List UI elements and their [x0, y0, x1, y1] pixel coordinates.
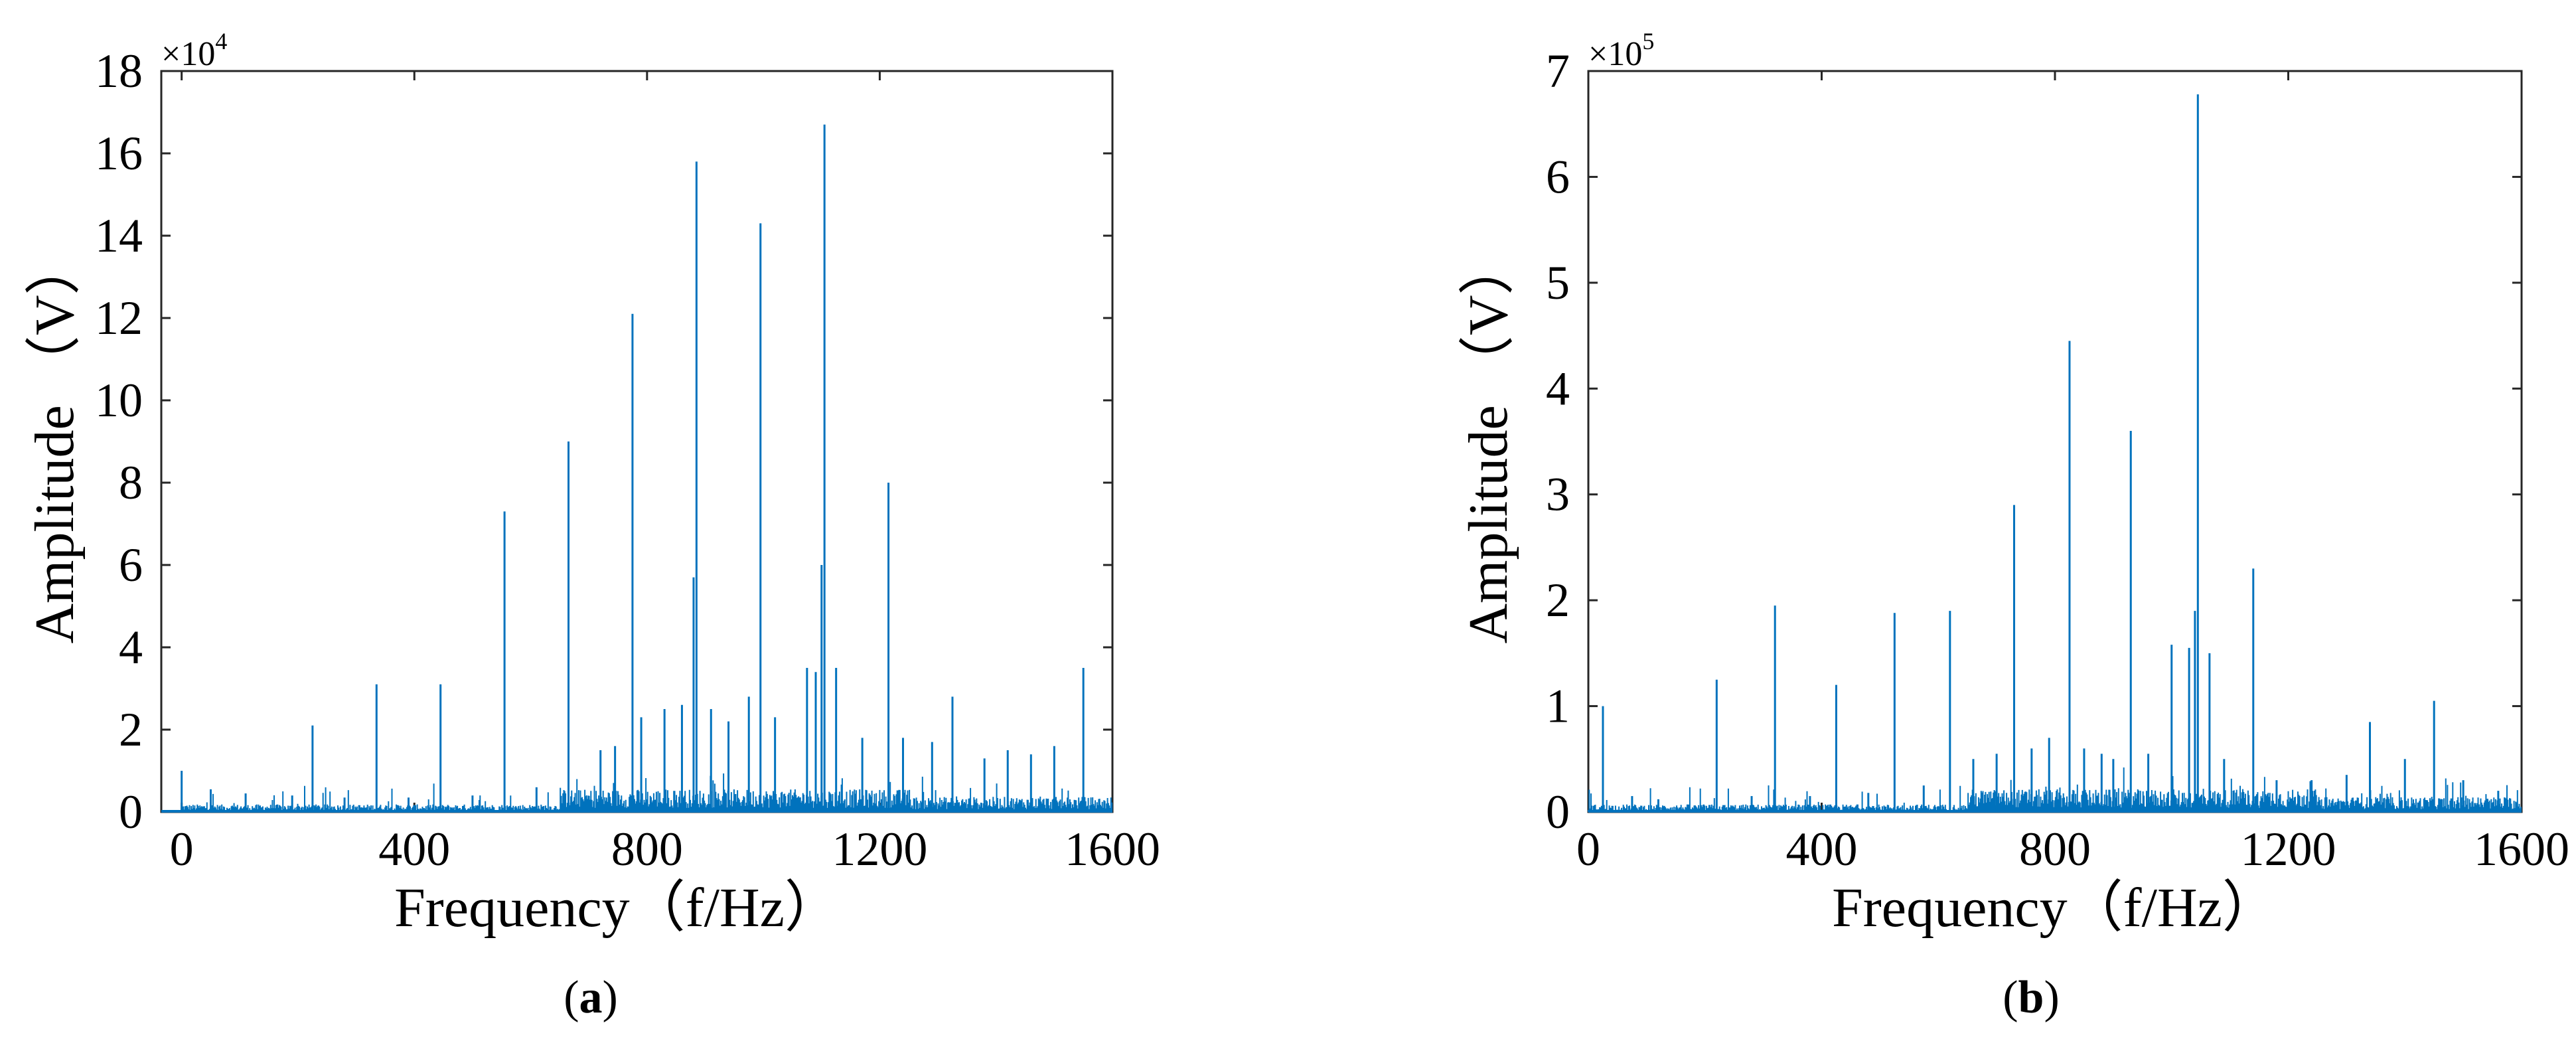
x-tick-label: 1600 — [2474, 823, 2569, 876]
x-axis-label: Frequency（f/Hz） — [1832, 877, 2278, 939]
y-tick-label: 18 — [95, 44, 143, 98]
y-tick-label: 1 — [1546, 680, 1570, 733]
panel-label-a: (a) — [564, 972, 618, 1023]
y-tick-label: 16 — [95, 127, 143, 180]
y-axis-exponent: ×105 — [1588, 28, 1654, 73]
x-tick-label: 1600 — [1065, 823, 1160, 876]
y-axis-exponent: ×104 — [161, 28, 227, 73]
y-tick-label: 5 — [1546, 256, 1570, 309]
x-tick-label: 400 — [378, 823, 450, 876]
axis-ticks — [161, 70, 1114, 813]
y-tick-label: 4 — [119, 621, 143, 674]
x-tick-label: 0 — [170, 823, 194, 876]
x-tick-label: 800 — [2019, 823, 2091, 876]
panel-label-b: (b) — [2003, 972, 2060, 1023]
noise-floor — [181, 773, 1113, 812]
spectrum-series — [1588, 94, 2522, 813]
plot-area-frame — [160, 70, 1114, 813]
y-tick-label: 7 — [1546, 44, 1570, 98]
y-tick-label: 10 — [95, 374, 143, 427]
plot-area-frame — [1587, 70, 2523, 813]
axis-ticks — [1587, 70, 2523, 813]
chart-panel-b: 0 400 800 1200 1600 0 1 2 3 4 5 6 7 ×105 Amplitude （… — [1458, 28, 2569, 1023]
x-tick-label: 400 — [1786, 823, 1858, 876]
y-tick-label: 14 — [95, 209, 143, 262]
y-tick-label: 4 — [1546, 362, 1570, 415]
y-tick-label: 12 — [95, 291, 143, 345]
y-tick-label: 0 — [1546, 785, 1570, 839]
axis-tick-labels: 0 400 800 1200 1600 0 2 4 6 8 10 12 14 16 18 — [95, 44, 1160, 876]
y-tick-label: 8 — [119, 456, 143, 509]
y-tick-label: 6 — [1546, 150, 1570, 203]
y-tick-label: 2 — [119, 703, 143, 756]
noise-floor — [1588, 767, 2522, 812]
x-tick-label: 800 — [611, 823, 683, 876]
y-axis-label: Amplitude （V） — [24, 240, 86, 644]
spectrum-series — [161, 124, 1113, 813]
x-tick-label: 1200 — [2241, 823, 2336, 876]
chart-panel-a: 0 400 800 1200 1600 0 2 4 6 8 10 12 14 16 18 ×104 Ampl… — [24, 28, 1160, 1023]
y-tick-label: 2 — [1546, 574, 1570, 627]
axis-tick-labels: 0 400 800 1200 1600 0 1 2 3 4 5 6 7 — [1546, 44, 2569, 876]
y-tick-label: 0 — [119, 785, 143, 839]
x-tick-label: 0 — [1576, 823, 1600, 876]
y-axis-label: Amplitude （V） — [1458, 240, 1519, 644]
y-tick-label: 3 — [1546, 468, 1570, 521]
x-axis-label: Frequency（f/Hz） — [394, 877, 840, 939]
y-tick-label: 6 — [119, 538, 143, 592]
x-tick-label: 1200 — [832, 823, 927, 876]
